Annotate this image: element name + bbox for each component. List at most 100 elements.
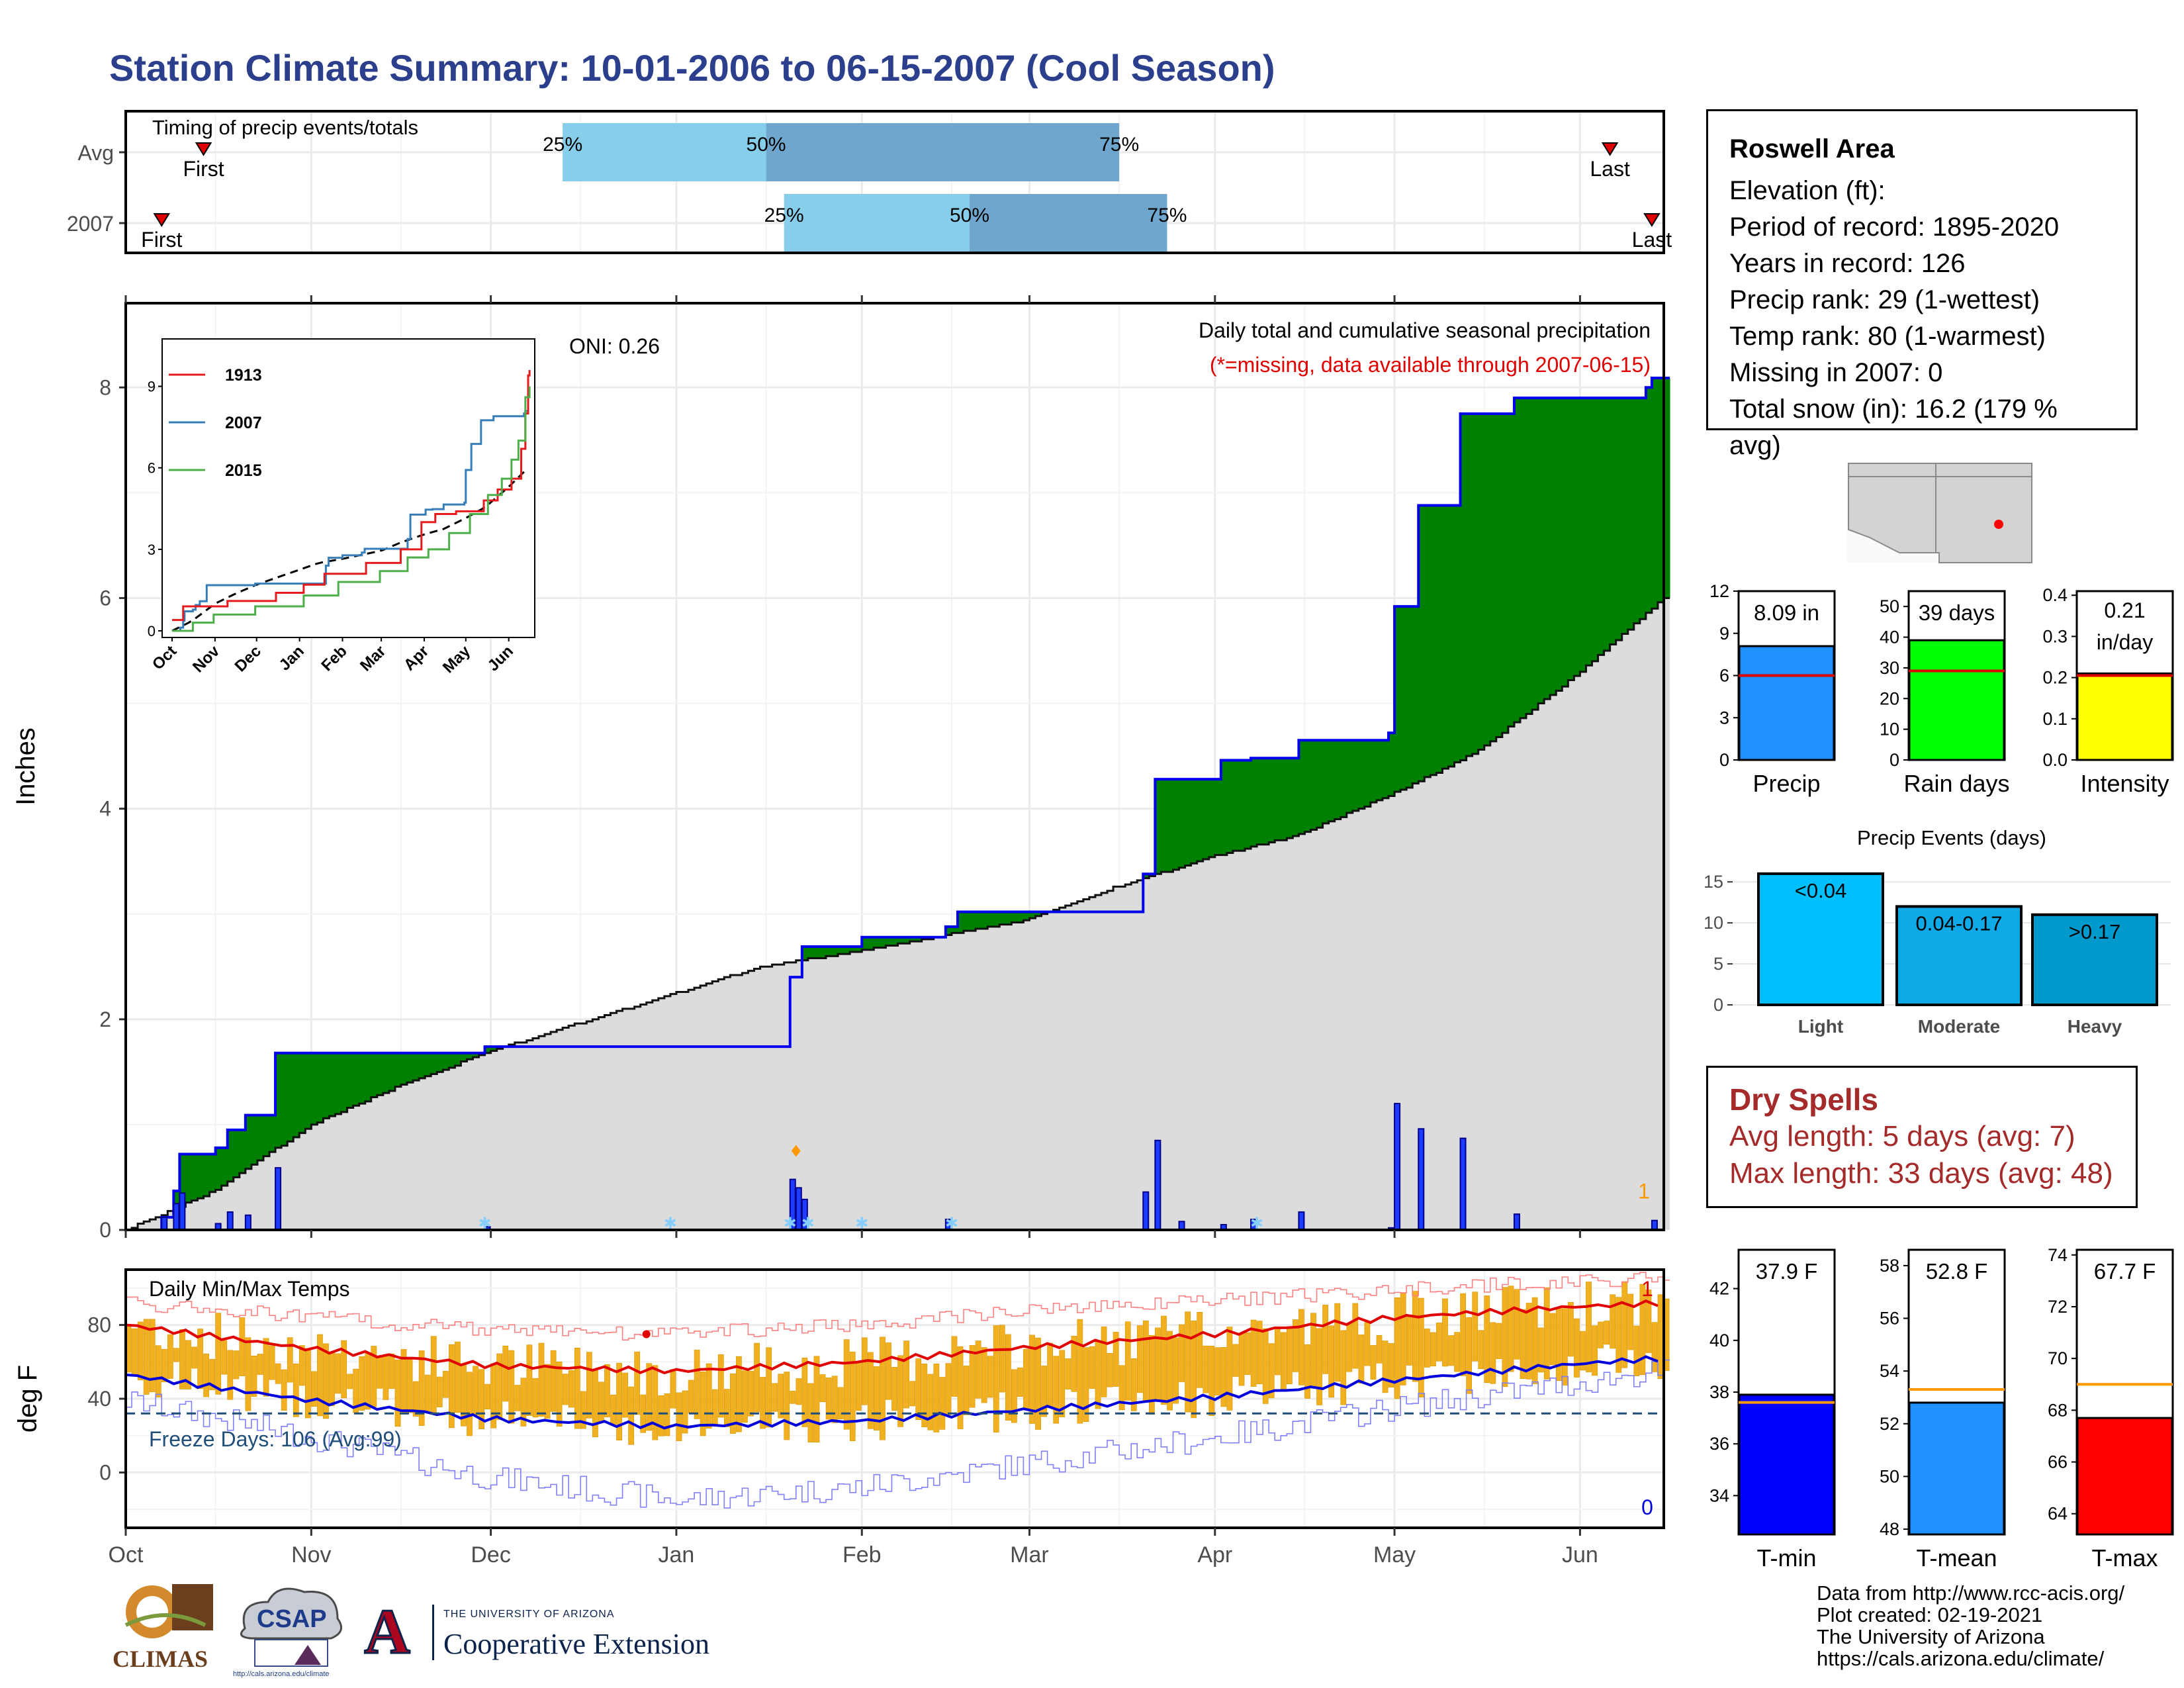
daily-temp-bar (203, 1353, 209, 1397)
daily-temp-bar (1185, 1311, 1191, 1413)
bar-tick-label: 34 (1709, 1485, 1729, 1505)
y-tick-label: 6 (99, 586, 111, 610)
inset-legend-label: 2015 (225, 461, 262, 480)
event-category-label: Heavy (2068, 1016, 2122, 1037)
daily-temp-bar (915, 1358, 922, 1420)
daily-temp-bar (1101, 1327, 1107, 1397)
daily-temp-bar (473, 1366, 478, 1415)
last-event-marker (1643, 213, 1661, 227)
daily-temp-bar (137, 1321, 144, 1381)
tmean-bar: 48 50 52 54 56 58 52.8 F T-mean (1880, 1248, 2006, 1571)
surplus-fill (227, 1129, 234, 1182)
daily-temp-bar (598, 1382, 604, 1423)
surplus-fill (215, 1147, 222, 1190)
surplus-fill (1316, 740, 1324, 828)
daily-temp-bar (556, 1361, 563, 1427)
surplus-fill (1334, 740, 1342, 820)
surplus-fill (999, 912, 1006, 925)
surplus-fill (993, 912, 1000, 927)
daily-temp-bar (233, 1350, 240, 1380)
daily-temp-bar (1005, 1334, 1011, 1421)
bar-tick-label: 42 (1709, 1279, 1729, 1299)
bar-tick-label: 10 (1880, 720, 1899, 739)
daily-temp-bar (1586, 1282, 1592, 1372)
surplus-fill (819, 947, 827, 959)
daily-temp-bar (1478, 1330, 1484, 1370)
surplus-fill (323, 1053, 330, 1119)
surplus-fill (832, 947, 839, 957)
x-tick-label: Jan (659, 1542, 695, 1568)
chart-title: Station Climate Summary: 10-01-2006 to 0… (109, 47, 1275, 89)
surplus-fill (1364, 740, 1371, 807)
avg-tmin-line (125, 1355, 1659, 1430)
daily-temp-bar (394, 1359, 401, 1427)
event-category-label: Light (1798, 1016, 1843, 1037)
bar-tick-label: 68 (2048, 1400, 2068, 1420)
credit-line: The University of Arizona (1817, 1625, 2045, 1648)
daily-temp-bar (430, 1336, 437, 1413)
surplus-fill (311, 1053, 318, 1125)
surplus-fill (987, 912, 994, 927)
daily-temp-bar (849, 1351, 856, 1442)
surplus-fill (970, 912, 976, 931)
surplus-fill (305, 1053, 312, 1129)
record-low-line (126, 1359, 1670, 1509)
surplus-fill (903, 937, 911, 944)
surplus-fill (1388, 733, 1395, 796)
surplus-fill (1328, 740, 1336, 821)
daily-temp-bar (1370, 1345, 1377, 1380)
surplus-fill (1466, 414, 1473, 757)
inset-y-tick: 3 (148, 541, 156, 558)
snow-marker: ✱ (784, 1215, 797, 1233)
daily-temp-bar (1633, 1325, 1640, 1376)
bar-tick-label: 72 (2048, 1297, 2068, 1317)
daily-temp-bar (790, 1391, 796, 1404)
surplus-fill (197, 1154, 205, 1199)
daily-temp-bar (1136, 1325, 1143, 1393)
inset-legend-label: 1913 (225, 366, 262, 385)
credit-line: Data from http://www.rcc-acis.org/ (1817, 1581, 2125, 1605)
surplus-fill (490, 1047, 498, 1051)
surplus-fill (209, 1154, 216, 1192)
daily-temp-bar (1287, 1328, 1293, 1384)
precip-total-bar: 0 3 6 9 12 8.09 in Precip (1709, 581, 1836, 797)
surplus-fill (293, 1053, 300, 1137)
daily-temp-bar (341, 1340, 347, 1399)
bar-tick-label: 66 (2048, 1452, 2068, 1472)
bar-tick-label: 0.0 (2042, 750, 2068, 770)
surplus-fill (371, 1053, 378, 1098)
inset-2007-line (172, 410, 528, 632)
daily-temp-bar (1203, 1345, 1209, 1393)
daily-temp-bar (1124, 1321, 1131, 1401)
daily-temp-bar (149, 1319, 156, 1393)
daily-temp-bar (293, 1363, 299, 1417)
daily-temp-bar (263, 1338, 269, 1397)
daily-temp-bar (1454, 1332, 1460, 1372)
first-event-marker (153, 213, 171, 227)
daily-temp-bar (1651, 1322, 1658, 1372)
daily-temp-bar (227, 1350, 234, 1400)
daily-temp-bar (604, 1364, 610, 1417)
surplus-fill (807, 947, 815, 959)
timing-panel: 25% 50% 75% First Last Avg 25% 50% 75% First Last 2… (67, 110, 1672, 254)
surplus-fill (383, 1053, 390, 1094)
surplus-fill (365, 1053, 372, 1102)
daily-temp-bar (831, 1376, 838, 1423)
daily-temp-bar (323, 1343, 329, 1419)
daily-temp-bar (981, 1347, 987, 1403)
daily-temp-bar (1657, 1294, 1664, 1380)
csap-logo: CSAP http://cals.arizona.edu/climate (232, 1579, 351, 1681)
daily-temp-bar (520, 1378, 527, 1427)
daily-temp-bar (514, 1385, 521, 1411)
ua-block-a: A (361, 1599, 414, 1664)
avg-cumulative-line (126, 596, 1670, 1231)
snow-marker: ✱ (478, 1215, 492, 1233)
surplus-fill (1370, 740, 1377, 803)
daily-temp-bar (1574, 1318, 1580, 1378)
timing-bar-50-75 (766, 123, 1120, 181)
surplus-fill (1251, 758, 1257, 847)
daily-temp-bar (682, 1390, 688, 1434)
daily-temp-bar (383, 1355, 389, 1400)
daily-temp-bar (1460, 1293, 1466, 1376)
daily-temp-bar (1268, 1343, 1275, 1399)
